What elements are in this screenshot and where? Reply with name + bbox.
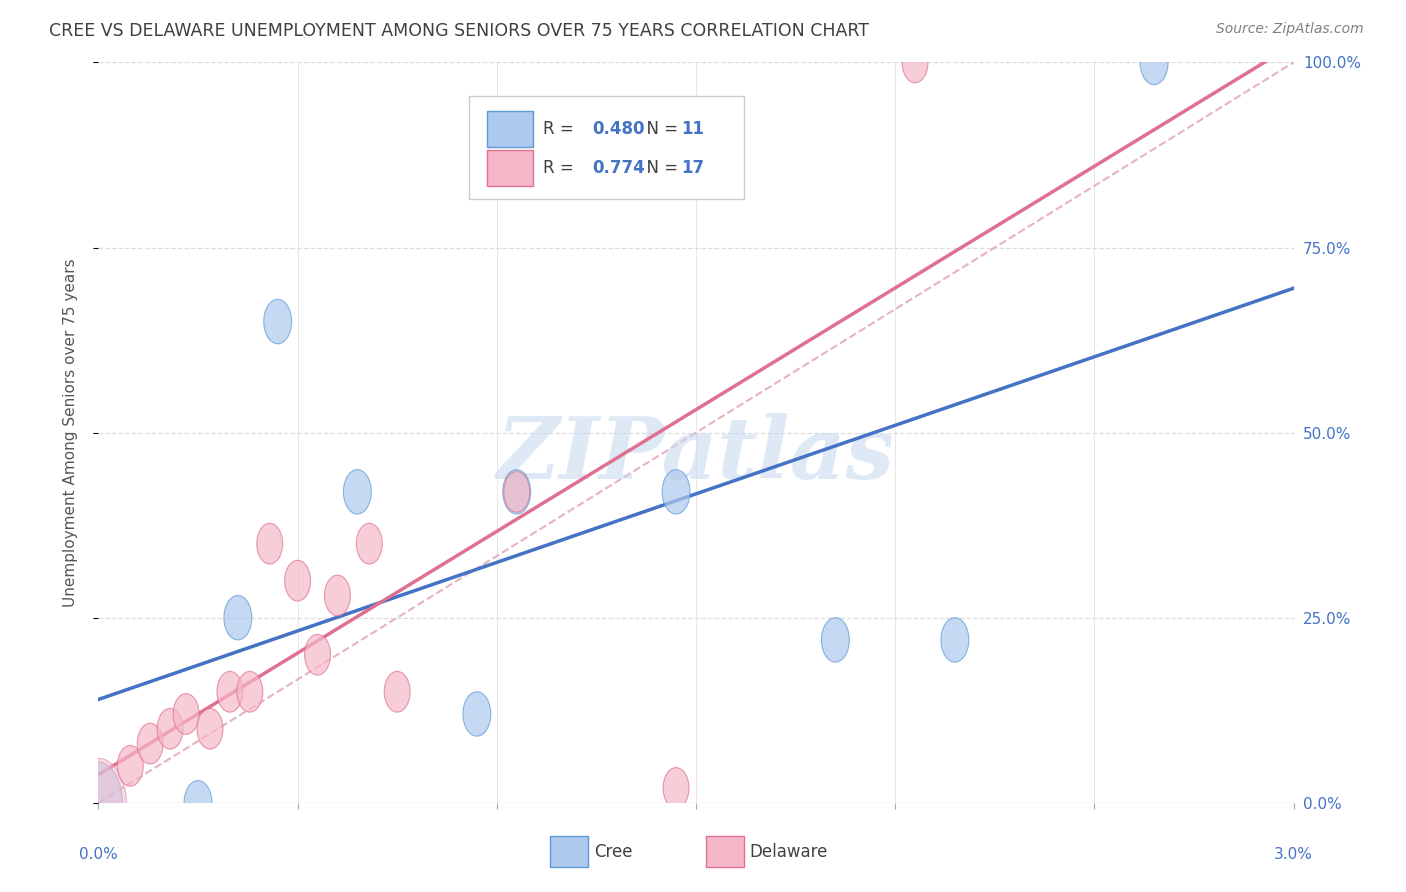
Ellipse shape bbox=[173, 694, 200, 734]
FancyBboxPatch shape bbox=[486, 111, 533, 147]
Ellipse shape bbox=[184, 780, 212, 825]
Ellipse shape bbox=[224, 596, 252, 640]
Ellipse shape bbox=[264, 300, 291, 343]
Ellipse shape bbox=[70, 758, 127, 847]
Text: Source: ZipAtlas.com: Source: ZipAtlas.com bbox=[1216, 22, 1364, 37]
Text: 3.0%: 3.0% bbox=[1274, 847, 1313, 863]
Text: 0.0%: 0.0% bbox=[79, 847, 118, 863]
Ellipse shape bbox=[384, 672, 411, 712]
Text: N =: N = bbox=[637, 120, 683, 138]
Text: Cree: Cree bbox=[595, 843, 633, 861]
Text: N =: N = bbox=[637, 160, 683, 178]
Ellipse shape bbox=[503, 472, 530, 512]
Ellipse shape bbox=[75, 762, 122, 844]
Ellipse shape bbox=[217, 672, 243, 712]
Ellipse shape bbox=[284, 560, 311, 601]
Ellipse shape bbox=[305, 634, 330, 675]
Y-axis label: Unemployment Among Seniors over 75 years: Unemployment Among Seniors over 75 years bbox=[63, 259, 77, 607]
Ellipse shape bbox=[356, 524, 382, 564]
Ellipse shape bbox=[903, 42, 928, 83]
Ellipse shape bbox=[157, 708, 183, 749]
FancyBboxPatch shape bbox=[486, 150, 533, 186]
Ellipse shape bbox=[325, 575, 350, 615]
Ellipse shape bbox=[343, 469, 371, 514]
Ellipse shape bbox=[503, 469, 530, 514]
FancyBboxPatch shape bbox=[550, 836, 589, 867]
Ellipse shape bbox=[138, 723, 163, 764]
Text: R =: R = bbox=[543, 160, 579, 178]
Text: CREE VS DELAWARE UNEMPLOYMENT AMONG SENIORS OVER 75 YEARS CORRELATION CHART: CREE VS DELAWARE UNEMPLOYMENT AMONG SENI… bbox=[49, 22, 869, 40]
Ellipse shape bbox=[463, 692, 491, 736]
Ellipse shape bbox=[664, 768, 689, 808]
Ellipse shape bbox=[257, 524, 283, 564]
Text: Delaware: Delaware bbox=[749, 843, 828, 861]
Ellipse shape bbox=[117, 746, 143, 786]
FancyBboxPatch shape bbox=[470, 95, 744, 200]
Text: 0.774: 0.774 bbox=[592, 160, 645, 178]
Ellipse shape bbox=[1140, 40, 1168, 85]
Text: 0.480: 0.480 bbox=[592, 120, 644, 138]
FancyBboxPatch shape bbox=[706, 836, 744, 867]
Ellipse shape bbox=[821, 617, 849, 662]
Ellipse shape bbox=[197, 708, 224, 749]
Ellipse shape bbox=[941, 617, 969, 662]
Ellipse shape bbox=[662, 469, 690, 514]
Text: ZIPatlas: ZIPatlas bbox=[496, 413, 896, 497]
Text: 11: 11 bbox=[682, 120, 704, 138]
Text: R =: R = bbox=[543, 120, 579, 138]
Ellipse shape bbox=[236, 672, 263, 712]
Text: 17: 17 bbox=[682, 160, 704, 178]
